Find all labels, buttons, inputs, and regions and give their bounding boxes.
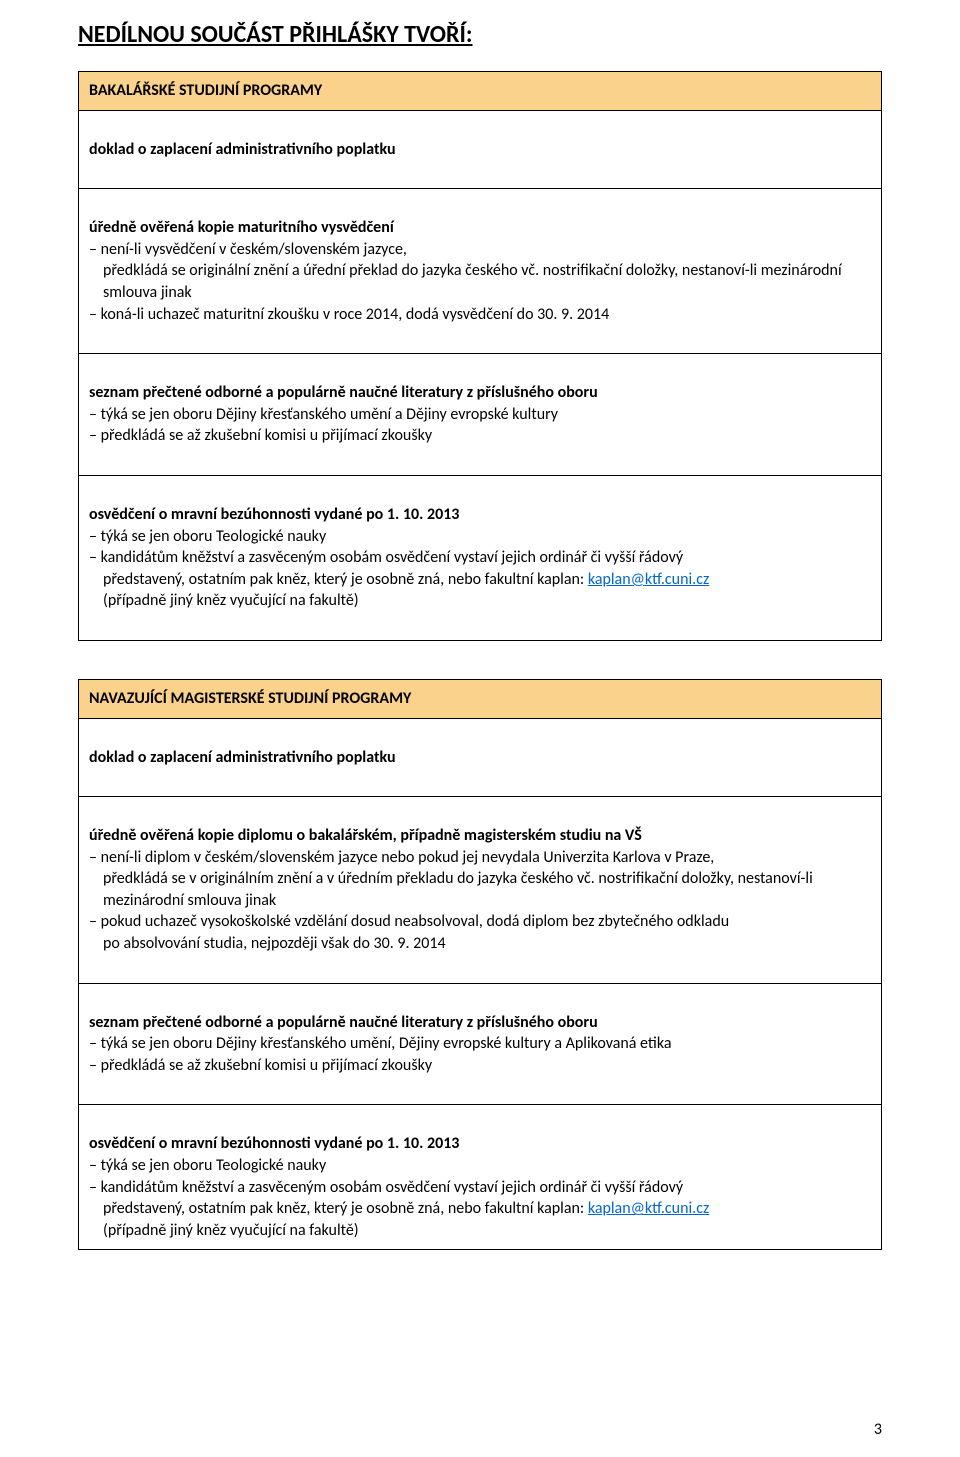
section2-row2: úředně ověřená kopie diplomu o bakalářsk…	[79, 797, 882, 984]
email-link-2[interactable]: kaplan@ktf.cuni.cz	[588, 1199, 709, 1218]
s2r2-l2: – pokud uchazeč vysokoškolské vzdělání d…	[89, 912, 729, 931]
s1r4-l1: – týká se jen oboru Teologické nauky	[89, 527, 326, 546]
s2r2-l1: – není-li diplom v českém/slovenském jaz…	[89, 848, 714, 867]
s2r3-bold: seznam přečtené odborné a populárně nauč…	[89, 1012, 871, 1034]
section1-row2: úředně ověřená kopie maturitního vysvědč…	[79, 189, 882, 354]
section2-row3: seznam přečtené odborné a populárně nauč…	[79, 983, 882, 1105]
section2-row4: osvědčení o mravní bezúhonnosti vydané p…	[79, 1105, 882, 1250]
s1r2-l2: – koná-li uchazeč maturitní zkoušku v ro…	[89, 305, 609, 324]
section-bakalarske: BAKALÁŘSKÉ STUDIJNÍ PROGRAMY doklad o za…	[78, 71, 882, 641]
section1-row4: osvědčení o mravní bezúhonnosti vydané p…	[79, 475, 882, 640]
s1r1-bold: doklad o zaplacení administrativního pop…	[89, 140, 396, 159]
s1r4-l3: (případně jiný kněz vyučující na fakultě…	[103, 591, 359, 610]
section1-row3: seznam přečtené odborné a populárně nauč…	[79, 354, 882, 476]
s2r3-l1: – týká se jen oboru Dějiny křesťanského …	[89, 1034, 672, 1053]
s1r4-l2b: představený, ostatním pak kněz, který je…	[103, 570, 588, 589]
s1r2-l1b: předkládá se originální znění a úřední p…	[103, 261, 842, 302]
s1r3-l1: – týká se jen oboru Dějiny křesťanského …	[89, 405, 558, 424]
s2r2-l1b: předkládá se v originálním znění a v úře…	[103, 869, 813, 910]
s1r2-l1: – není-li vysvědčení v českém/slovenském…	[89, 240, 407, 259]
document-page: NEDÍLNOU SOUČÁST PŘIHLÁŠKY TVOŘÍ: BAKALÁ…	[0, 0, 960, 1457]
s1r2-bold: úředně ověřená kopie maturitního vysvědč…	[89, 217, 871, 239]
s2r4-l2: – kandidátům kněžství a zasvěceným osobá…	[89, 1178, 683, 1197]
s2r3-l2: – předkládá se až zkušební komisi u přij…	[89, 1056, 432, 1075]
section2-header: NAVAZUJÍCÍ MAGISTERSKÉ STUDIJNÍ PROGRAMY	[79, 679, 882, 718]
section2-row1: doklad o zaplacení administrativního pop…	[79, 718, 882, 797]
page-number: 3	[874, 1420, 882, 1439]
section1-row1: doklad o zaplacení administrativního pop…	[79, 110, 882, 189]
s2r1-bold: doklad o zaplacení administrativního pop…	[89, 748, 396, 767]
email-link-1[interactable]: kaplan@ktf.cuni.cz	[588, 570, 709, 589]
s1r3-l2: – předkládá se až zkušební komisi u přij…	[89, 426, 432, 445]
s2r4-l2b: představený, ostatním pak kněz, který je…	[103, 1199, 588, 1218]
s2r4-l1: – týká se jen oboru Teologické nauky	[89, 1156, 326, 1175]
page-title: NEDÍLNOU SOUČÁST PŘIHLÁŠKY TVOŘÍ:	[78, 20, 882, 49]
s1r3-bold: seznam přečtené odborné a populárně nauč…	[89, 382, 871, 404]
s1r4-bold: osvědčení o mravní bezúhonnosti vydané p…	[89, 504, 871, 526]
section1-header: BAKALÁŘSKÉ STUDIJNÍ PROGRAMY	[79, 72, 882, 111]
s1r4-l2: – kandidátům kněžství a zasvěceným osobá…	[89, 548, 683, 567]
s2r4-bold: osvědčení o mravní bezúhonnosti vydané p…	[89, 1133, 871, 1155]
s2r2-l2b: po absolvování studia, nejpozději však d…	[103, 934, 446, 953]
section-magisterske: NAVAZUJÍCÍ MAGISTERSKÉ STUDIJNÍ PROGRAMY…	[78, 679, 882, 1251]
s2r4-l3: (případně jiný kněz vyučující na fakultě…	[103, 1221, 359, 1240]
s2r2-bold: úředně ověřená kopie diplomu o bakalářsk…	[89, 825, 871, 847]
